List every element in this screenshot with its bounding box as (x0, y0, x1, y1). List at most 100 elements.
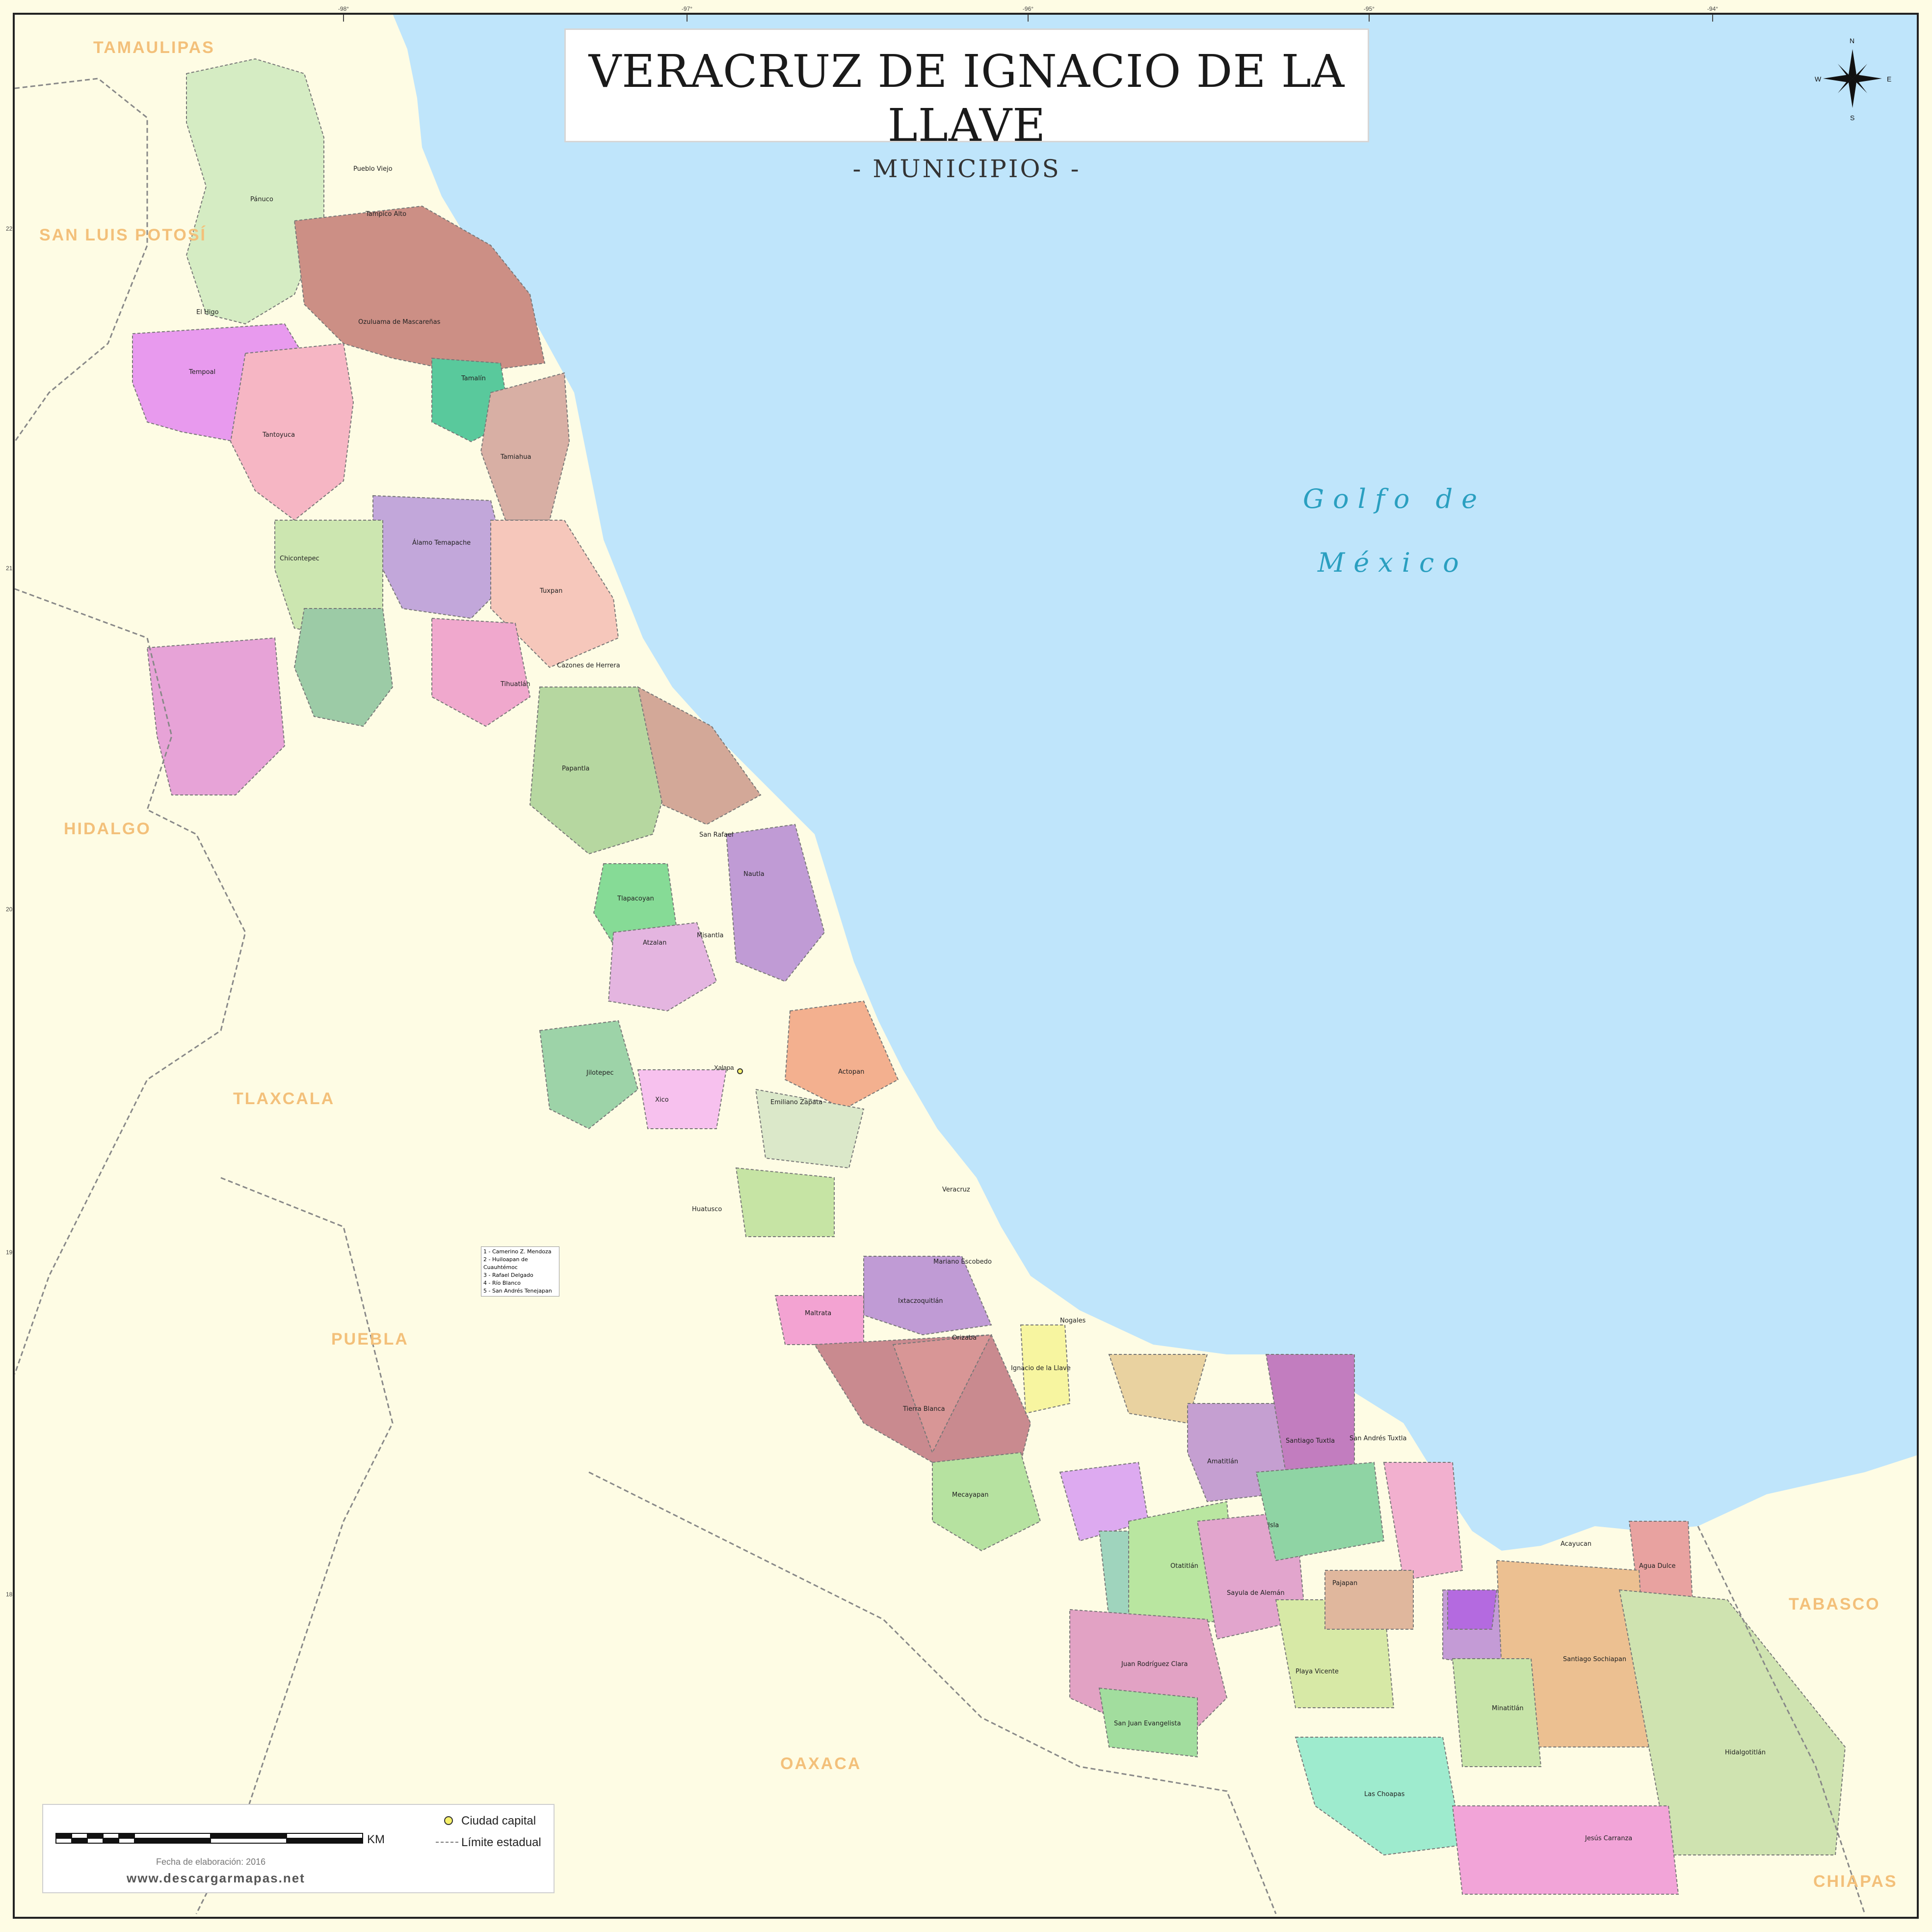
compass-e: E (1887, 75, 1891, 83)
reference-item: 3 - Rafael Delgado (483, 1272, 533, 1278)
muni-label: Orizaba (952, 1334, 977, 1342)
muni-label: Sayula de Alemán (1227, 1589, 1285, 1597)
muni-label: Jesús Carranza (1585, 1835, 1632, 1842)
muni-label: San Andrés Tuxtla (1350, 1435, 1407, 1442)
muni-label: Tierra Blanca (902, 1405, 945, 1413)
muni-label: Cazones de Herrera (557, 662, 620, 669)
muni-label: Otatitlán (1170, 1562, 1198, 1570)
state-label-san-luis-potosi: SAN LUIS POTOSÍ (39, 226, 207, 244)
state-label-tamaulipas: TAMAULIPAS (93, 38, 215, 57)
graticule-side-4: 19° (6, 1249, 15, 1256)
muni-label: Ozuluama de Mascareñas (358, 318, 441, 326)
muni-label: Amatitlán (1207, 1458, 1238, 1465)
muni-label: Playa Vicente (1296, 1668, 1339, 1675)
muni-label: Acayucan (1561, 1540, 1591, 1548)
muni-label: Agua Dulce (1639, 1562, 1676, 1570)
muni-label: Tamiahua (500, 453, 531, 461)
state-label-tabasco: TABASCO (1789, 1595, 1880, 1614)
graticule-top-2: -97° (682, 5, 692, 12)
scale-unit: KM (367, 1833, 385, 1846)
reference-list: 1 - Camerino Z. Mendoza 2 - Huiloapan de… (481, 1246, 559, 1297)
graticule (343, 14, 1713, 22)
graticule-side-5: 18° (6, 1591, 15, 1598)
map-title-box: VERACRUZ DE IGNACIO DE LA LLAVE - MUNICI… (564, 28, 1369, 183)
graticule-side-3: 20° (6, 906, 15, 913)
muni-label: San Rafael (699, 831, 733, 839)
muni-label: Jilotepec (586, 1069, 614, 1077)
graticule-top-3: -96° (1023, 5, 1033, 12)
muni-label: Nautla (743, 871, 765, 878)
capital-label: Xalapa (714, 1064, 734, 1071)
capital-marker (737, 1068, 743, 1074)
muni-label: Xico (655, 1096, 669, 1104)
capital-legend-label: Ciudad capital (461, 1814, 536, 1827)
muni-label: Misantla (697, 932, 723, 939)
reference-item: 4 - Río Blanco (483, 1280, 521, 1286)
muni-label: Tampico Alto (365, 211, 406, 218)
muni-label: Tlapacoyan (617, 895, 654, 902)
map-title: VERACRUZ DE IGNACIO DE LA LLAVE (588, 45, 1345, 152)
muni-label: Pueblo Viejo (353, 165, 393, 173)
muni-label: Chicontepec (280, 555, 319, 562)
muni-label: Álamo Temapache (412, 539, 471, 547)
muni-label: Maltrata (805, 1310, 831, 1317)
muni-label: Veracruz (942, 1186, 970, 1193)
graticule-side-1: 22° (6, 225, 15, 232)
municipal-patches (132, 58, 1846, 1895)
muni-label: Isla (1268, 1522, 1279, 1529)
graticule-top-1: -98° (338, 5, 349, 12)
legend-website: www.descargarmapas.net (126, 1871, 305, 1885)
graticule-top-5: -94° (1707, 5, 1718, 12)
muni-label: San Juan Evangelista (1114, 1720, 1181, 1727)
legend-graphics: KM Ciudad capital Límite estadual Fecha … (55, 1814, 541, 1885)
muni-label: Actopan (838, 1068, 864, 1076)
muni-label: Emiliano Zapata (770, 1099, 822, 1106)
muni-label: Ixtaczoquitlán (898, 1297, 943, 1305)
state-label-oaxaca: OAXACA (780, 1754, 861, 1773)
state-label-puebla: PUEBLA (331, 1330, 409, 1349)
reference-item: 1 - Camerino Z. Mendoza (483, 1248, 552, 1255)
state-label-chiapas: CHIAPAS (1813, 1872, 1898, 1891)
muni-label: Nogales (1060, 1317, 1086, 1324)
reference-item: 5 - San Andrés Tenejapan (483, 1288, 552, 1294)
muni-label: Pajapan (1332, 1580, 1357, 1587)
muni-label: Papantla (562, 765, 589, 772)
muni-label: Tempoal (188, 369, 215, 376)
graticule-top-4: -95° (1364, 5, 1375, 12)
muni-label: Santiago Sochiapan (1563, 1656, 1626, 1663)
muni-label: Juan Rodríguez Clara (1121, 1661, 1188, 1668)
compass-rose-icon (1823, 49, 1882, 108)
gulf-of-mexico-sea (393, 14, 1918, 1551)
muni-label: Mecayapan (952, 1491, 988, 1499)
compass-w: W (1815, 75, 1822, 83)
muni-label: Tuxpan (539, 587, 562, 595)
muni-label: Mariano Escobedo (933, 1258, 992, 1266)
state-label-tlaxcala: TLAXCALA (233, 1089, 335, 1108)
muni-label: Tamalín (461, 375, 486, 382)
sea-label-line2: México (1317, 547, 1468, 578)
compass-s: S (1850, 114, 1854, 122)
map-subtitle: - MUNICIPIOS - (852, 155, 1081, 183)
muni-label: Las Choapas (1364, 1791, 1405, 1798)
legend-box: KM Ciudad capital Límite estadual Fecha … (42, 1804, 555, 1893)
muni-label: Minatitlán (1492, 1705, 1524, 1712)
muni-label: Huatusco (692, 1206, 722, 1213)
state-label-hidalgo: HIDALGO (64, 820, 151, 838)
muni-label: Tihuatlán (500, 681, 530, 688)
reference-item: 2 - Huiloapan de Cuauhtémoc (483, 1256, 528, 1270)
sea-label-line1: Golfo de (1303, 483, 1486, 514)
legend-date: Fecha de elaboración: 2016 (156, 1857, 265, 1867)
muni-label: Tantoyuca (262, 431, 295, 439)
border-legend-label: Límite estadual (461, 1836, 541, 1849)
muni-label: Ignacio de la Llave (1011, 1365, 1071, 1372)
capital-legend-icon (444, 1816, 453, 1825)
muni-label: Pánuco (250, 196, 273, 203)
map-frame (13, 13, 1919, 1919)
graticule-side-2: 21° (6, 565, 15, 572)
muni-label: Santiago Tuxtla (1286, 1437, 1335, 1445)
muni-label: El Higo (196, 309, 219, 316)
compass-n: N (1850, 37, 1854, 45)
muni-label: Atzalan (643, 939, 666, 947)
scale-bar (55, 1833, 363, 1844)
